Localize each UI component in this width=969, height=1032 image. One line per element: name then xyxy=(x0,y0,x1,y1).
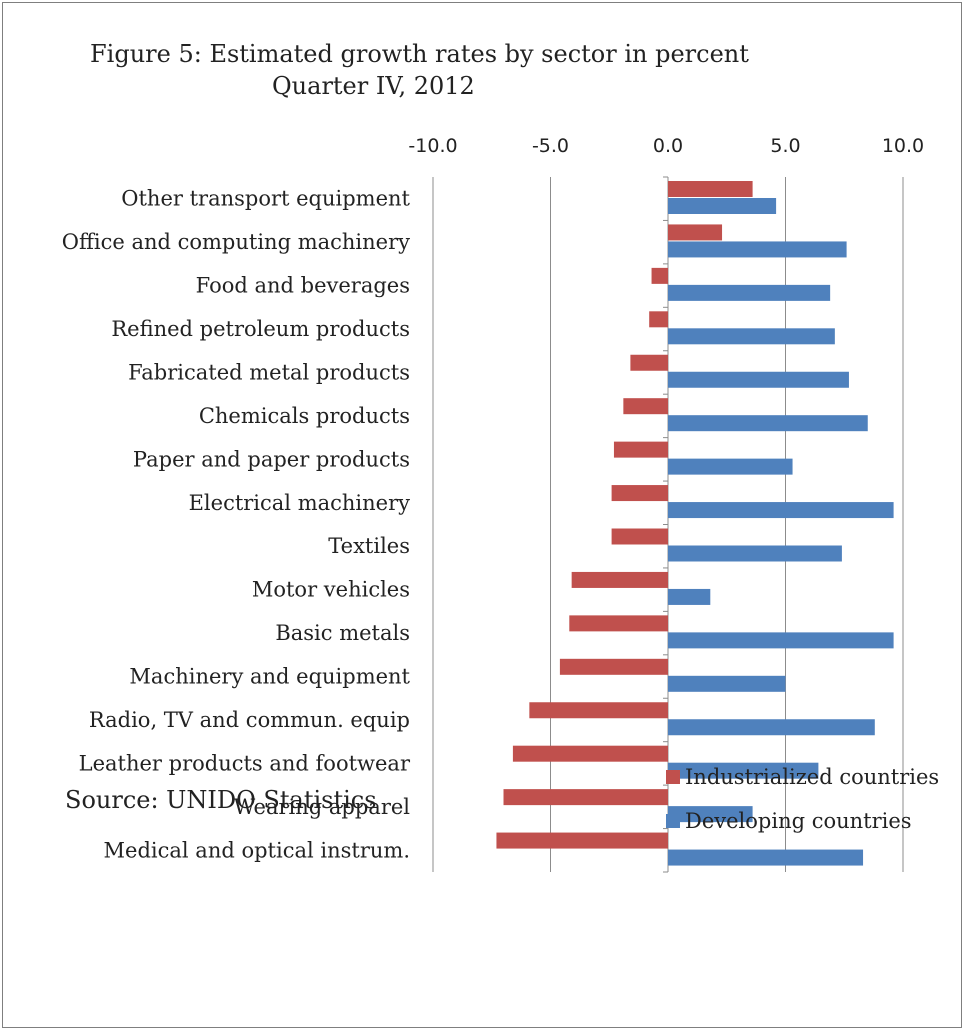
bar-developing xyxy=(668,502,894,519)
category-label: Chemicals products xyxy=(199,404,410,428)
category-label: Medical and optical instrum. xyxy=(104,838,410,862)
bar-industrialized xyxy=(559,658,668,675)
legend-label-developing: Developing countries xyxy=(685,809,912,833)
bar-developing xyxy=(668,545,842,562)
x-tick-labels: -10.0 -5.0 0.0 5.0 10.0 xyxy=(408,135,924,157)
legend-swatch-industrialized xyxy=(666,770,680,784)
category-label: Basic metals xyxy=(275,621,410,645)
bar-industrialized xyxy=(496,832,668,849)
category-label: Textiles xyxy=(328,534,410,558)
category-labels: Other transport equipment Office and comp… xyxy=(62,187,411,863)
x-tick-label: 5.0 xyxy=(770,135,800,157)
bar-developing xyxy=(668,371,849,388)
bar-developing xyxy=(668,415,868,432)
bar-developing xyxy=(668,762,819,779)
bar-developing xyxy=(668,849,864,866)
category-label: Other transport equipment xyxy=(121,187,410,211)
bar-developing xyxy=(668,458,793,475)
bar-developing xyxy=(668,632,894,649)
bars xyxy=(496,181,894,866)
bar-industrialized xyxy=(569,615,668,632)
bar-industrialized xyxy=(668,224,723,241)
bar-industrialized xyxy=(651,267,668,284)
category-label: Motor vehicles xyxy=(252,578,410,602)
bar-industrialized xyxy=(503,789,668,806)
bar-industrialized xyxy=(512,745,668,762)
category-label: Leather products and footwear xyxy=(79,751,411,775)
x-tick-label: 10.0 xyxy=(882,135,924,157)
category-label: Paper and paper products xyxy=(133,447,410,471)
bar-developing xyxy=(668,588,711,605)
bar-industrialized xyxy=(529,702,668,719)
source-note: Source: UNIDO Statistics xyxy=(65,786,377,814)
x-tick-label: 0.0 xyxy=(653,135,683,157)
category-label: Fabricated metal products xyxy=(128,360,410,384)
category-label: Radio, TV and commun. equip xyxy=(89,708,410,732)
legend: Industrialized countries Developing coun… xyxy=(666,765,939,833)
bar-industrialized xyxy=(623,398,668,415)
chart-subtitle: Quarter IV, 2012 xyxy=(272,72,475,100)
category-label: Food and beverages xyxy=(196,274,410,298)
bar-developing xyxy=(668,328,835,345)
category-label: Machinery and equipment xyxy=(129,665,410,689)
bar-developing xyxy=(668,806,753,823)
x-tick-label: -10.0 xyxy=(408,135,457,157)
bar-industrialized xyxy=(611,528,668,545)
bar-industrialized xyxy=(571,571,668,588)
bar-developing xyxy=(668,719,875,736)
bar-industrialized xyxy=(630,354,668,371)
category-label: Office and computing machinery xyxy=(62,230,410,254)
bar-industrialized xyxy=(668,181,753,197)
bar-developing xyxy=(668,241,847,258)
bar-industrialized xyxy=(649,311,668,328)
bar-developing xyxy=(668,284,831,301)
category-label: Wearing apparel xyxy=(234,795,411,819)
bar-industrialized xyxy=(611,485,668,502)
legend-swatch-developing xyxy=(666,814,680,828)
category-label: Refined petroleum products xyxy=(111,317,410,341)
bar-industrialized xyxy=(613,441,668,458)
category-label: Electrical machinery xyxy=(189,491,411,515)
legend-label-industrialized: Industrialized countries xyxy=(685,765,939,789)
x-tick-label: -5.0 xyxy=(532,135,569,157)
bar-developing xyxy=(668,675,786,692)
bar-developing xyxy=(668,198,777,214)
chart-title: Figure 5: Estimated growth rates by sect… xyxy=(90,40,749,68)
